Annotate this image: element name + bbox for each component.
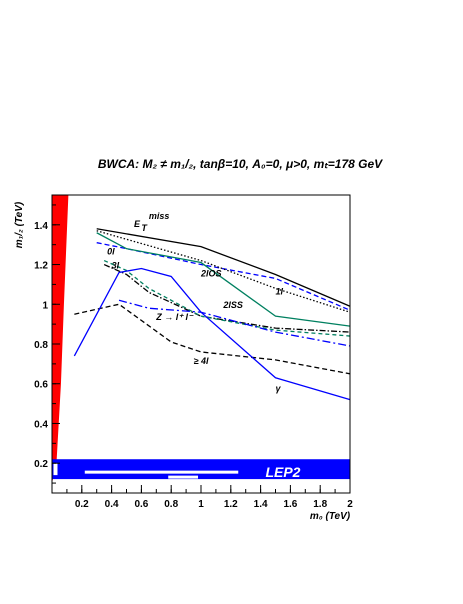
- curve-label: 2lOS: [200, 268, 222, 278]
- y-tick-label: 0.4: [34, 419, 48, 430]
- series-line-4: [103, 263, 351, 333]
- curve-label: E: [134, 219, 141, 229]
- y-tick-label: 0.2: [34, 459, 48, 470]
- x-axis-label: m₀ (TeV): [310, 511, 351, 522]
- y-tick-label: 1.4: [34, 221, 48, 232]
- curve-label: Z → l⁺ l⁻: [155, 312, 194, 322]
- x-tick-label: 1.4: [254, 499, 268, 510]
- y-axis-label: m₁/₂ (TeV): [14, 201, 25, 248]
- x-tick-label: 1.6: [283, 499, 297, 510]
- x-tick-label: 0.8: [164, 499, 178, 510]
- curve-label: 2lSS: [222, 300, 243, 310]
- lep2-label: LEP2: [265, 464, 300, 480]
- series-line-5: [103, 259, 351, 337]
- lep2-band-notch: [53, 463, 58, 476]
- x-tick-label: 0.6: [134, 499, 148, 510]
- x-tick-label: 1.2: [224, 499, 238, 510]
- plot-frame: [51, 194, 351, 494]
- series-line-2: [96, 230, 351, 313]
- curve-label: 0l: [107, 247, 115, 257]
- chart-title: BWCA: M₂ ≠ m₁/₂, tanβ=10, A₀=0, μ>0, mₜ=…: [98, 157, 383, 171]
- curve-label: 1l: [276, 286, 284, 296]
- lep2-band-strip: [84, 470, 239, 474]
- curve-label: γ: [276, 384, 282, 394]
- series-line-0: [96, 228, 351, 307]
- x-tick-label: 1.8: [313, 499, 327, 510]
- x-tick-label: 2: [347, 499, 353, 510]
- curve-label: 3l: [112, 261, 120, 271]
- x-tick-label: 0.4: [105, 499, 119, 510]
- y-tick-label: 1: [42, 300, 48, 311]
- y-tick-label: 0.8: [34, 340, 48, 351]
- lep2-band-strip: [168, 475, 199, 479]
- x-tick-label: 0.2: [75, 499, 89, 510]
- series-line-3: [96, 232, 351, 327]
- curve-label: miss: [149, 211, 170, 221]
- x-tick-label: 1: [198, 499, 204, 510]
- series-line-8: [73, 267, 351, 401]
- lep2-excluded-band: [52, 459, 350, 480]
- curve-label: ≥ 4l: [194, 356, 209, 366]
- series-line-7: [74, 303, 351, 375]
- y-tick-label: 0.6: [34, 380, 48, 391]
- theory-excluded-region: [52, 195, 69, 484]
- series-line-1: [96, 242, 351, 311]
- curve-label: T: [141, 223, 148, 233]
- y-tick-label: 1.2: [34, 261, 48, 272]
